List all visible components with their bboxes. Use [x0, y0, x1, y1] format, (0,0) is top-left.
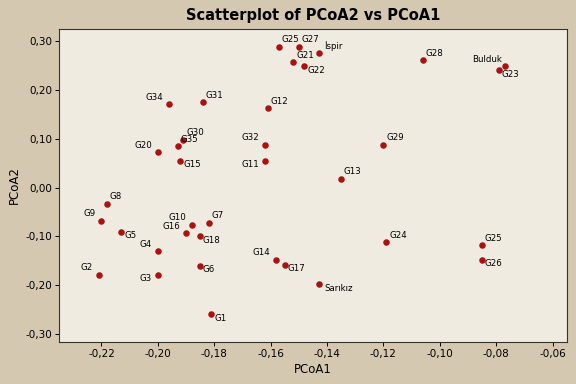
Text: G12: G12	[271, 97, 289, 106]
Text: G2: G2	[81, 263, 93, 272]
Text: G30: G30	[186, 128, 204, 137]
Point	[179, 137, 188, 143]
Point	[300, 63, 309, 70]
Point	[275, 44, 284, 50]
Text: G31: G31	[206, 91, 223, 99]
Text: G29: G29	[386, 133, 404, 142]
Text: G34: G34	[146, 93, 164, 102]
Text: G9: G9	[84, 209, 96, 218]
Point	[153, 149, 162, 156]
Text: G35: G35	[180, 134, 198, 144]
Text: G22: G22	[308, 66, 325, 74]
Text: G18: G18	[203, 236, 221, 245]
Text: G14: G14	[253, 248, 271, 257]
Text: G23: G23	[502, 70, 520, 79]
Text: Bulduk: Bulduk	[472, 55, 502, 64]
Text: G11: G11	[241, 160, 259, 169]
Point	[97, 218, 106, 224]
Text: G27: G27	[302, 35, 320, 44]
Point	[494, 67, 503, 73]
Text: G6: G6	[203, 265, 215, 274]
Point	[500, 63, 509, 70]
Point	[260, 157, 270, 164]
Text: G7: G7	[211, 211, 223, 220]
Text: G8: G8	[110, 192, 122, 201]
Text: G16: G16	[162, 222, 180, 230]
Point	[153, 271, 162, 278]
Text: G13: G13	[344, 167, 362, 176]
Point	[272, 257, 281, 263]
Point	[289, 59, 298, 65]
Text: G32: G32	[241, 133, 259, 142]
Point	[280, 262, 289, 268]
Text: G4: G4	[140, 240, 152, 249]
Text: G28: G28	[426, 48, 444, 58]
Text: G15: G15	[183, 160, 201, 169]
Point	[173, 143, 182, 149]
Point	[418, 57, 427, 63]
Point	[196, 233, 205, 240]
Text: G20: G20	[134, 141, 152, 150]
Point	[314, 281, 323, 288]
Point	[294, 44, 304, 50]
Point	[478, 242, 487, 248]
Point	[207, 311, 216, 317]
Point	[153, 248, 162, 254]
Point	[116, 228, 126, 235]
Point	[478, 257, 487, 263]
Point	[196, 263, 205, 269]
Y-axis label: PCoA2: PCoA2	[8, 166, 21, 204]
Text: G21: G21	[296, 51, 314, 60]
Point	[382, 239, 391, 245]
Point	[181, 230, 191, 236]
Point	[198, 99, 207, 105]
Point	[165, 101, 174, 108]
Point	[103, 200, 112, 207]
Point	[336, 176, 346, 182]
Point	[314, 50, 323, 56]
Text: G3: G3	[140, 274, 152, 283]
Text: G25: G25	[485, 234, 503, 243]
Point	[204, 220, 213, 226]
Point	[176, 157, 185, 164]
Text: Sarıkız: Sarıkız	[324, 284, 353, 293]
Point	[263, 105, 272, 111]
Text: G24: G24	[389, 231, 407, 240]
Title: Scatterplot of PCoA2 vs PCoA1: Scatterplot of PCoA2 vs PCoA1	[185, 8, 440, 23]
Text: G25: G25	[282, 35, 300, 44]
Point	[260, 141, 270, 147]
Text: G1: G1	[214, 314, 226, 323]
Text: İspir: İspir	[324, 41, 343, 51]
Text: G10: G10	[168, 213, 186, 222]
Text: G17: G17	[287, 264, 305, 273]
Text: G26: G26	[485, 259, 503, 268]
Point	[379, 141, 388, 147]
Point	[187, 222, 196, 228]
X-axis label: PCoA1: PCoA1	[294, 362, 332, 376]
Text: G5: G5	[124, 231, 137, 240]
Point	[94, 271, 103, 278]
